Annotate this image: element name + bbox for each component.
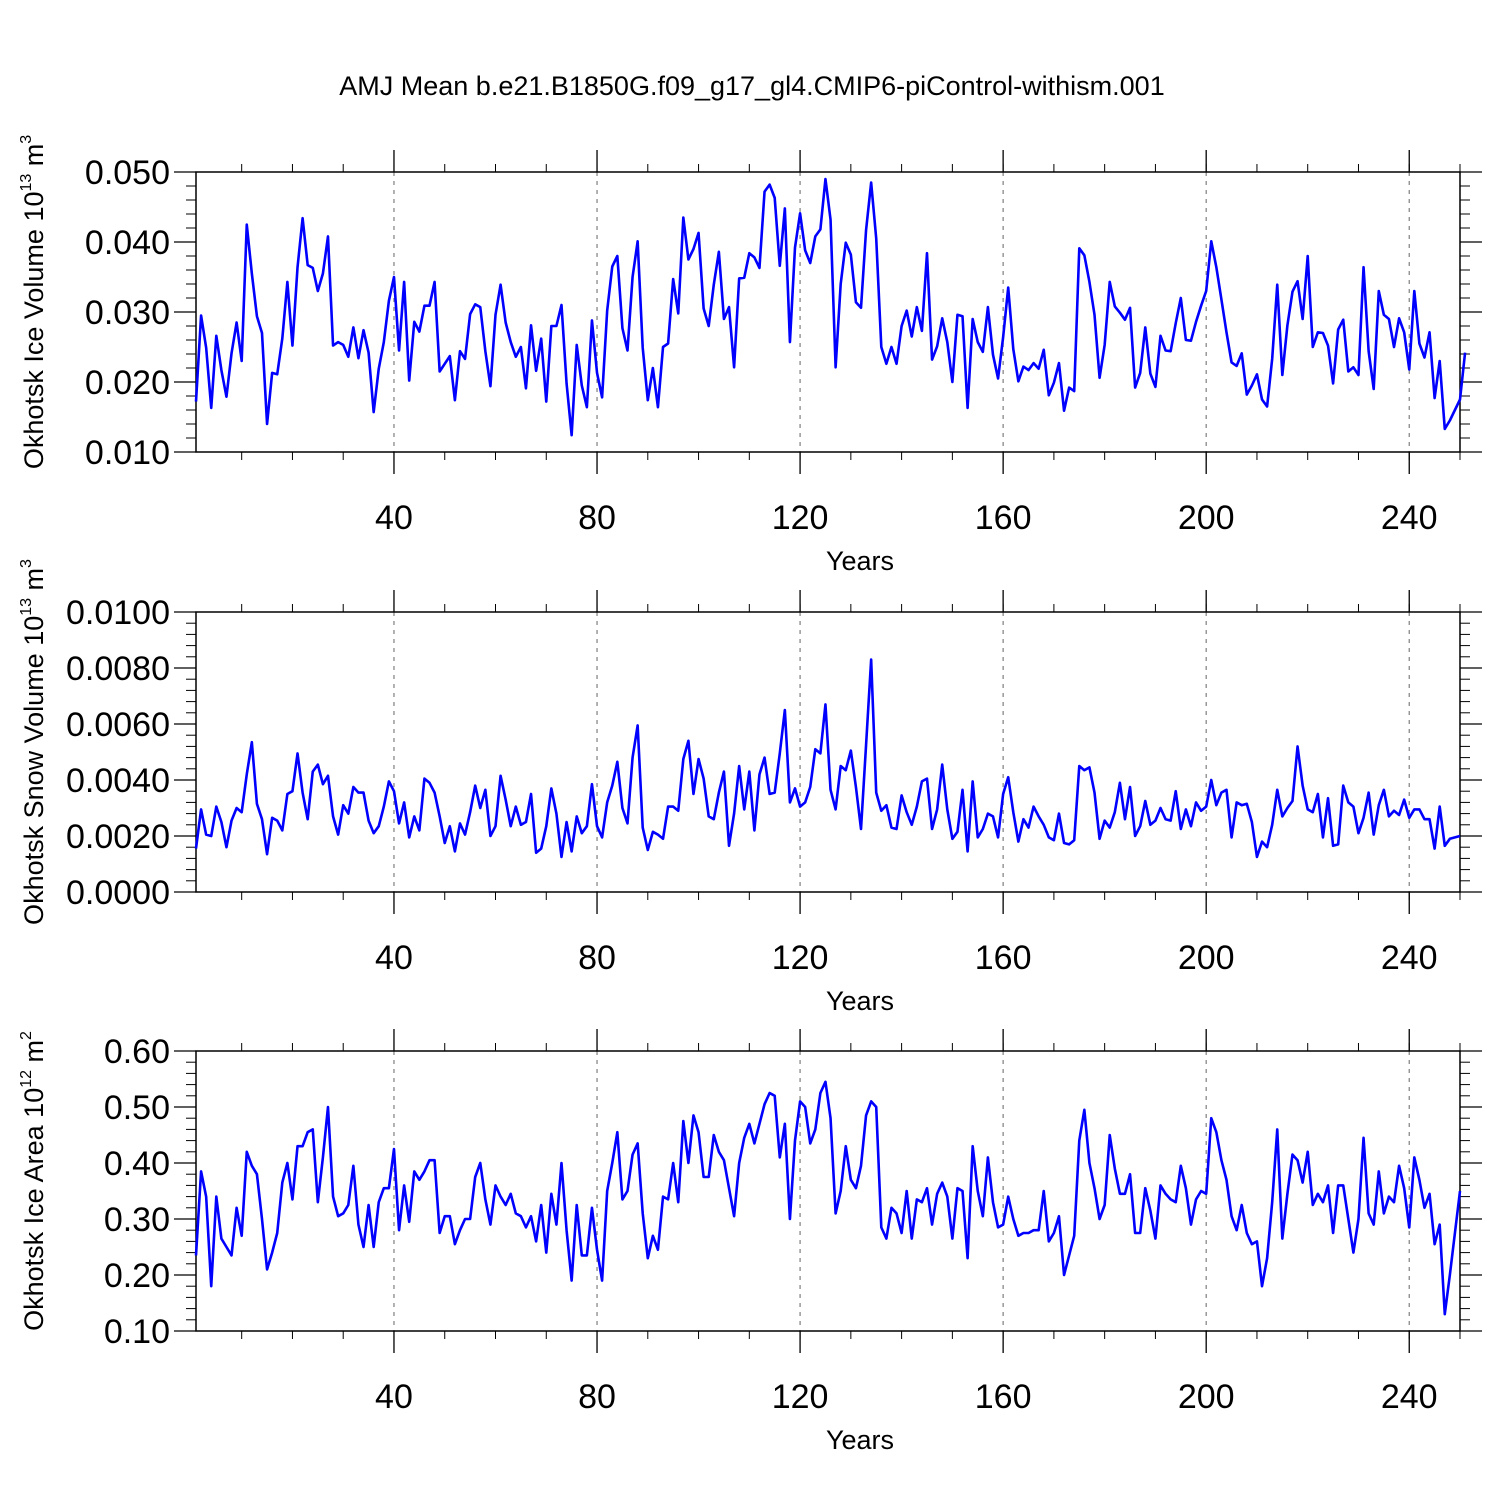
plot-frame — [195, 611, 1461, 893]
y-tick-label: 0.0060 — [66, 706, 170, 744]
y-tick-label: 0.30 — [104, 1201, 170, 1239]
y-tick-label: 0.050 — [85, 154, 170, 192]
y-tick-label: 0.010 — [85, 434, 170, 472]
y-tick-label: 0.20 — [104, 1257, 170, 1295]
x-tick-label: 80 — [578, 499, 616, 537]
x-tick-label: 160 — [975, 499, 1032, 537]
x-tick-label: 40 — [375, 939, 413, 977]
y-tick-label: 0.030 — [85, 294, 170, 332]
x-tick-label: 200 — [1178, 1378, 1235, 1416]
x-tick-label: 120 — [772, 939, 829, 977]
series-line-snow-volume — [194, 658, 1461, 859]
y-tick-label: 0.0020 — [66, 818, 170, 856]
y-axis-label: Okhotsk Ice Area 1012 m2 — [18, 1031, 49, 1331]
x-tick-label: 80 — [578, 939, 616, 977]
y-tick-label: 0.020 — [85, 364, 170, 402]
x-tick-label: 200 — [1178, 499, 1235, 537]
series-line-ice-volume — [194, 177, 1467, 437]
y-tick-label: 0.040 — [85, 224, 170, 262]
x-tick-label: 40 — [375, 1378, 413, 1416]
x-tick-label: 80 — [578, 1378, 616, 1416]
y-tick-label: 0.60 — [104, 1033, 170, 1071]
panel-snow-volume: 0.0000 0.0020 0.0040 0.0060 0.0080 0.0100 40 80… — [18, 559, 1482, 1016]
chart-title: AMJ Mean b.e21.B1850G.f09_g17_gl4.CMIP6-… — [339, 71, 1164, 101]
y-tick-label: 0.50 — [104, 1089, 170, 1127]
y-tick-label: 0.0040 — [66, 762, 170, 800]
x-tick-label: 200 — [1178, 939, 1235, 977]
x-tick-label: 160 — [975, 1378, 1032, 1416]
panel-ice-volume: 0.010 0.020 0.030 0.040 0.050 40 80 120 160 200 24… — [18, 135, 1482, 576]
y-tick-label: 0.0000 — [66, 874, 170, 912]
y-axis-label: Okhotsk Ice Volume 1013 m3 — [18, 135, 49, 469]
y-tick-label: 0.0080 — [66, 650, 170, 688]
x-axis-label: Years — [826, 986, 894, 1016]
y-tick-label: 0.40 — [104, 1145, 170, 1183]
x-tick-label: 120 — [772, 1378, 829, 1416]
y-tick-label: 0.10 — [104, 1313, 170, 1351]
y-axis-label: Okhotsk Snow Volume 1013 m3 — [18, 559, 49, 925]
x-axis-label: Years — [826, 1425, 894, 1455]
panel-ice-area: 0.10 0.20 0.30 0.40 0.50 0.60 40 80 120 160 200 240… — [18, 1029, 1482, 1455]
x-tick-label: 120 — [772, 499, 829, 537]
x-axis-label: Years — [826, 546, 894, 576]
series-line-ice-area — [194, 1080, 1462, 1316]
x-tick-label: 160 — [975, 939, 1032, 977]
x-tick-label: 240 — [1381, 499, 1438, 537]
x-tick-label: 40 — [375, 499, 413, 537]
x-tick-label: 240 — [1381, 1378, 1438, 1416]
plot-frame — [195, 171, 1461, 453]
x-tick-label: 240 — [1381, 939, 1438, 977]
y-tick-label: 0.0100 — [66, 594, 170, 632]
